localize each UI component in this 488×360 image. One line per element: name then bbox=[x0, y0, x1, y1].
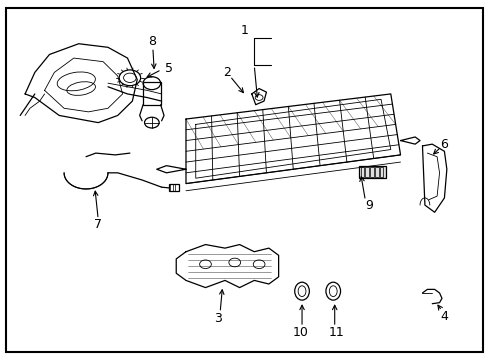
Text: 7: 7 bbox=[94, 218, 102, 231]
Text: 5: 5 bbox=[164, 62, 173, 75]
Bar bbox=[168, 184, 178, 192]
Bar bbox=[360, 167, 363, 177]
Text: 2: 2 bbox=[223, 66, 231, 79]
Text: 1: 1 bbox=[240, 23, 248, 37]
Bar bbox=[143, 82, 160, 105]
Text: 6: 6 bbox=[440, 138, 447, 150]
Text: 11: 11 bbox=[327, 326, 344, 339]
Text: 8: 8 bbox=[147, 35, 156, 49]
Bar bbox=[358, 166, 385, 178]
Bar bbox=[374, 167, 378, 177]
Text: 9: 9 bbox=[364, 199, 372, 212]
Bar bbox=[365, 167, 368, 177]
Text: 10: 10 bbox=[292, 326, 308, 339]
Text: 3: 3 bbox=[213, 311, 221, 325]
Text: 4: 4 bbox=[440, 310, 447, 323]
Bar bbox=[369, 167, 373, 177]
Bar bbox=[379, 167, 383, 177]
